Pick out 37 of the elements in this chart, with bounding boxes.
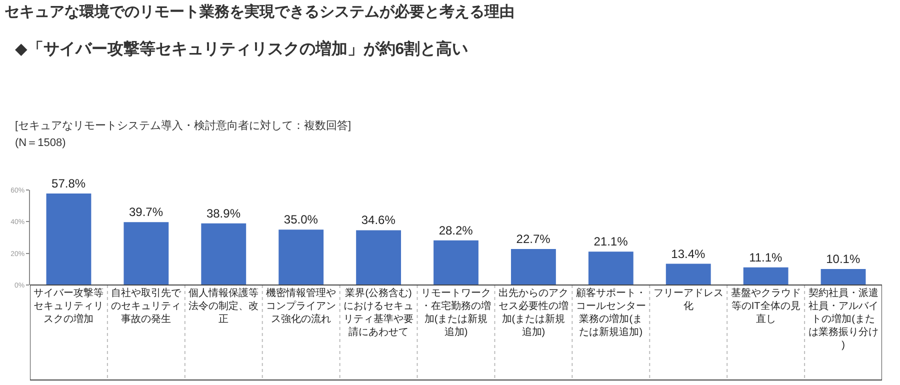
x-tick-label: 機密情報管理やコンプライアンス強化の流れ [266,287,336,325]
x-tick-label: 個人情報保護等法令の制定、改正 [188,287,259,325]
x-tick-label: 契約社員・派遣社員・アルバイトの増加(または業務振り分け) [808,287,878,351]
data-label: 38.9% [206,206,241,220]
x-tick-label: 出先からのアクセス必要性の増加(または新規追加) [498,287,568,338]
x-tick-label: 業界(公務含む)におけるセキュリティ基準や要請にあわせて [344,287,414,338]
data-label: 22.7% [516,232,551,246]
bar [124,222,169,285]
data-label: 11.1% [749,250,783,264]
data-label: 34.6% [361,213,396,228]
x-tick-label: 顧客サポート・コールセンター業務の増加(または新規追加) [576,287,646,338]
bar [356,230,402,285]
bar [743,267,788,285]
data-label: 21.1% [594,234,628,249]
data-label: 57.8% [52,176,86,190]
bar [588,252,634,285]
bar [820,269,866,285]
chart-subtitle: ◆「サイバー攻撃等セキュリティリスクの増加」が約6割と高い [15,39,468,58]
text: [セキュアなリモートシステム導入・検討意向者に対して：複数回答] [15,119,352,132]
x-tick-label: 基盤やクラウド等のIT全体の見直し [730,287,801,325]
bar [510,249,556,285]
bar [434,240,478,285]
x-tick-label: リモートワーク・在宅勤務の増加(または新規追加) [421,288,491,338]
bar [666,264,711,285]
bar [201,223,246,285]
bar [278,230,324,285]
bar [46,193,92,285]
data-label: 35.0% [284,212,318,227]
data-label: 13.4% [671,246,706,261]
data-label: 28.2% [438,223,474,238]
x-tick-label: サイバー攻撃等セキュリティリスクの増加 [34,287,104,325]
x-tick-label: フリーアドレス化 [653,288,724,312]
data-label: 39.7% [129,205,164,220]
chart-title: セキュアな環境でのリモート業務を実現できるシステムが必要と考える理由 [4,2,514,20]
text: (N＝1508) [15,137,66,149]
x-tick-label: 自社や取引先でのセキュリティ事故の発生 [111,287,182,325]
data-label: 10.1% [826,252,860,266]
